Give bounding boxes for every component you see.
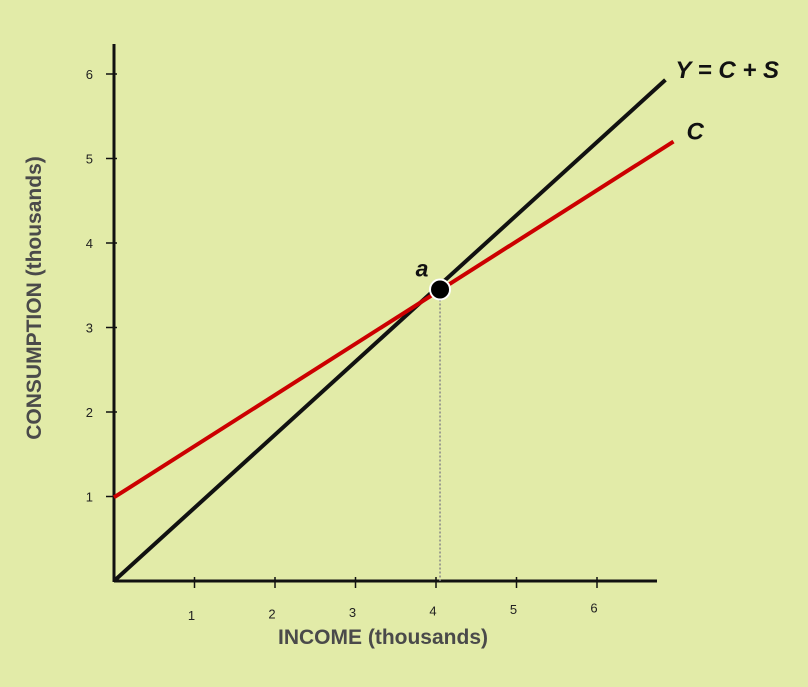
series-label-c: C	[686, 119, 704, 146]
y-tick-label-1: 1	[86, 490, 93, 505]
x-tick-label-6: 6	[590, 601, 597, 616]
y-tick-label-5: 5	[86, 152, 93, 167]
series-line-c	[112, 139, 675, 500]
y-axis-ticks: 1 2 3 4 5 6	[86, 67, 117, 505]
point-a-marker	[429, 278, 452, 301]
series-label-y-equals-c-plus-s: Y = C + S	[675, 57, 779, 84]
y-axis-title: CONSUMPTION (thousands)	[23, 156, 46, 440]
x-axis-title: INCOME (thousands)	[278, 626, 488, 649]
x-tick-label-5: 5	[510, 602, 517, 617]
x-tick-label-1: 1	[188, 608, 195, 623]
y-tick-label-6: 6	[86, 67, 93, 82]
series-lines	[112, 78, 675, 583]
y-tick-label-2: 2	[86, 405, 93, 420]
x-tick-label-2: 2	[268, 607, 275, 622]
x-tick-label-3: 3	[349, 605, 356, 620]
y-tick-label-4: 4	[86, 236, 93, 251]
x-axis-ticks: 1 2 3 4 5 6	[188, 577, 598, 623]
y-tick-label-3: 3	[86, 321, 93, 336]
series-line-y-equals-c-plus-s	[112, 78, 667, 583]
x-tick-label-4: 4	[429, 604, 436, 619]
point-a-label: a	[416, 255, 429, 281]
